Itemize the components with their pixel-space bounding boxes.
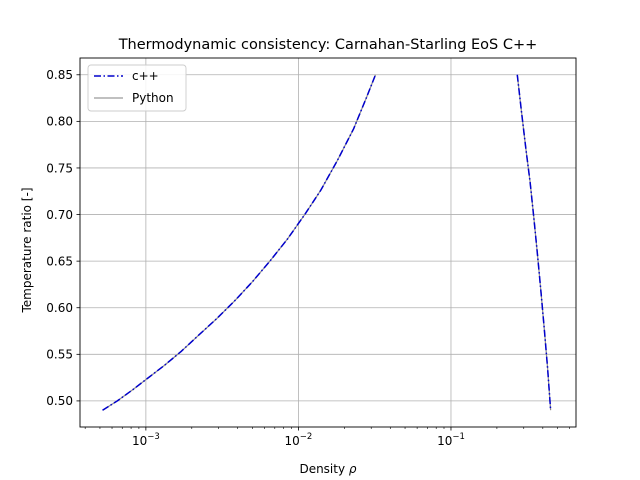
series-cpp-branch-1 xyxy=(102,74,377,411)
x-tick-base: 10 xyxy=(132,434,147,448)
legend-label-cpp: c++ xyxy=(132,69,159,83)
y-tick-label: 0.85 xyxy=(46,68,73,82)
x-tick-base: 10 xyxy=(437,434,452,448)
x-tick-label: 10−1 xyxy=(437,432,465,448)
x-axis-title-text: Density xyxy=(299,462,345,476)
x-axis-title-symbol: ρ xyxy=(349,462,357,476)
y-tick-label: 0.70 xyxy=(46,208,73,222)
x-tick-exponent: −2 xyxy=(300,432,313,442)
x-tick-base: 10 xyxy=(285,434,300,448)
y-axis-title: Temperature ratio [-] xyxy=(20,187,34,313)
y-tick-label: 0.75 xyxy=(46,161,73,175)
y-tick-label: 0.55 xyxy=(46,348,73,362)
x-axis-title: Density ρ xyxy=(299,462,356,476)
x-tick-label: 10−2 xyxy=(285,432,313,448)
y-tick-label: 0.50 xyxy=(46,394,73,408)
x-tick-exponent: −1 xyxy=(452,432,465,442)
x-tick-label: 10−3 xyxy=(132,432,160,448)
y-tick-label: 0.60 xyxy=(46,301,73,315)
chart-title: Thermodynamic consistency: Carnahan-Star… xyxy=(118,37,538,53)
series-cpp-branch-2 xyxy=(516,74,552,411)
y-tick-label: 0.65 xyxy=(46,254,73,268)
legend-label-python: Python xyxy=(132,91,174,105)
plot-frame xyxy=(79,57,577,428)
legend: c++ Python xyxy=(87,64,187,112)
x-tick-exponent: −3 xyxy=(147,432,160,442)
data-layer xyxy=(102,74,552,411)
y-tick-label: 0.80 xyxy=(46,115,73,129)
